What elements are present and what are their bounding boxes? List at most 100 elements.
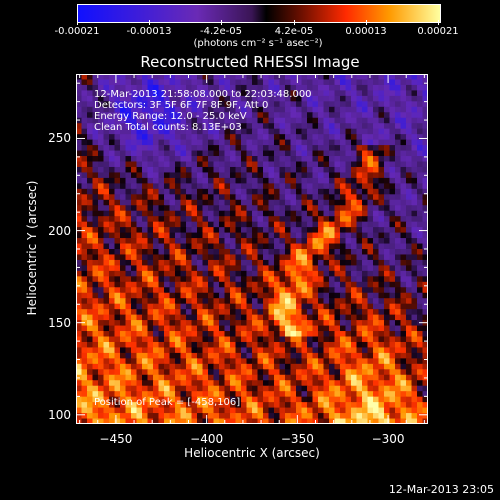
heatmap-cell	[252, 166, 259, 174]
heatmap-cell	[400, 106, 407, 113]
heatmap-cell	[202, 287, 209, 294]
heatmap-cell	[351, 156, 358, 163]
heatmap-cell	[235, 123, 242, 130]
heatmap-cell	[406, 150, 413, 157]
heatmap-cell	[120, 123, 127, 130]
heatmap-cell	[235, 287, 242, 294]
heatmap-cell	[290, 352, 297, 359]
heatmap-cell	[197, 418, 204, 424]
heatmap-cell	[340, 139, 347, 146]
heatmap-cell	[378, 254, 385, 261]
heatmap-cell	[318, 374, 325, 381]
heatmap-cell	[301, 166, 308, 174]
heatmap-cell	[98, 194, 105, 201]
heatmap-cell	[389, 418, 396, 424]
heatmap-cell	[263, 369, 270, 376]
heatmap-cell	[373, 134, 380, 141]
heatmap-cell	[87, 216, 94, 223]
heatmap-cell	[224, 347, 231, 354]
heatmap-cell	[186, 254, 193, 261]
heatmap-cell	[389, 336, 396, 343]
heatmap-cell	[191, 369, 198, 376]
heatmap-cell	[340, 320, 347, 327]
heatmap-cell	[213, 303, 220, 310]
heatmap-cell	[191, 183, 198, 190]
heatmap-cell	[164, 287, 171, 294]
heatmap-cell	[213, 145, 220, 152]
heatmap-cell	[92, 177, 99, 184]
heatmap-cell	[274, 325, 281, 332]
heatmap-cell	[213, 79, 220, 86]
heatmap-cell	[340, 418, 347, 424]
heatmap-cell	[109, 150, 116, 157]
heatmap-cell	[191, 205, 198, 212]
heatmap-cell	[213, 380, 220, 387]
heatmap-cell	[406, 221, 413, 228]
heatmap-cell	[334, 156, 341, 163]
heatmap-cell	[120, 265, 127, 272]
heatmap-cell	[241, 303, 248, 310]
heatmap-cell	[180, 336, 187, 343]
heatmap-cell	[153, 325, 160, 332]
heatmap-cell	[406, 106, 413, 113]
heatmap-cell	[329, 79, 336, 86]
heatmap-cell	[103, 194, 110, 201]
heatmap-cell	[120, 177, 127, 184]
heatmap-cell	[329, 265, 336, 272]
heatmap-cell	[274, 188, 281, 195]
heatmap-cell	[208, 259, 215, 267]
heatmap-cell	[406, 238, 413, 245]
heatmap-cell	[164, 123, 171, 130]
heatmap-cell	[81, 341, 88, 349]
heatmap-cell	[120, 341, 127, 349]
heatmap-cell	[257, 194, 264, 201]
heatmap-cell	[125, 352, 132, 359]
heatmap-cell	[329, 347, 336, 354]
heatmap-cell	[400, 216, 407, 223]
heatmap-cell	[235, 172, 242, 179]
heatmap-cell	[158, 249, 165, 256]
heatmap-cell	[224, 232, 231, 239]
heatmap-cell	[87, 205, 94, 212]
heatmap-cell	[411, 320, 418, 327]
heatmap-cell	[312, 385, 319, 392]
heatmap-cell	[219, 292, 226, 299]
heatmap-cell	[241, 309, 248, 316]
heatmap-cell	[362, 270, 369, 277]
heatmap-cell	[169, 227, 176, 234]
heatmap-cell	[131, 287, 138, 294]
heatmap-cell	[142, 407, 149, 414]
heatmap-cell	[384, 402, 391, 409]
heatmap-cell	[219, 418, 226, 424]
heatmap-cell	[109, 287, 116, 294]
heatmap-cell	[340, 210, 347, 217]
heatmap-cell	[257, 227, 264, 234]
heatmap-cell	[318, 363, 325, 370]
heatmap-cell	[329, 177, 336, 184]
heatmap-cell	[263, 303, 270, 310]
heatmap-cell	[103, 320, 110, 327]
heatmap-cell	[252, 156, 259, 163]
heatmap-cell	[252, 210, 259, 217]
heatmap-cell	[301, 205, 308, 212]
heatmap-cell	[301, 309, 308, 316]
heatmap-cell	[76, 128, 83, 135]
heatmap-cell	[268, 331, 275, 338]
heatmap-cell	[378, 363, 385, 370]
heatmap-cell	[395, 325, 402, 332]
heatmap-cell	[164, 369, 171, 376]
heatmap-cell	[389, 292, 396, 299]
heatmap-cell	[329, 413, 336, 420]
heatmap-cell	[224, 95, 231, 102]
heatmap-cell	[197, 205, 204, 212]
heatmap-cell	[340, 145, 347, 152]
heatmap-cell	[103, 292, 110, 299]
heatmap-cell	[109, 374, 116, 381]
heatmap-cell	[373, 161, 380, 168]
heatmap-cell	[230, 303, 237, 310]
heatmap-cell	[142, 341, 149, 349]
heatmap-cell	[274, 166, 281, 174]
heatmap-cell	[186, 188, 193, 195]
heatmap-cell	[422, 369, 428, 376]
heatmap-cell	[114, 320, 121, 327]
